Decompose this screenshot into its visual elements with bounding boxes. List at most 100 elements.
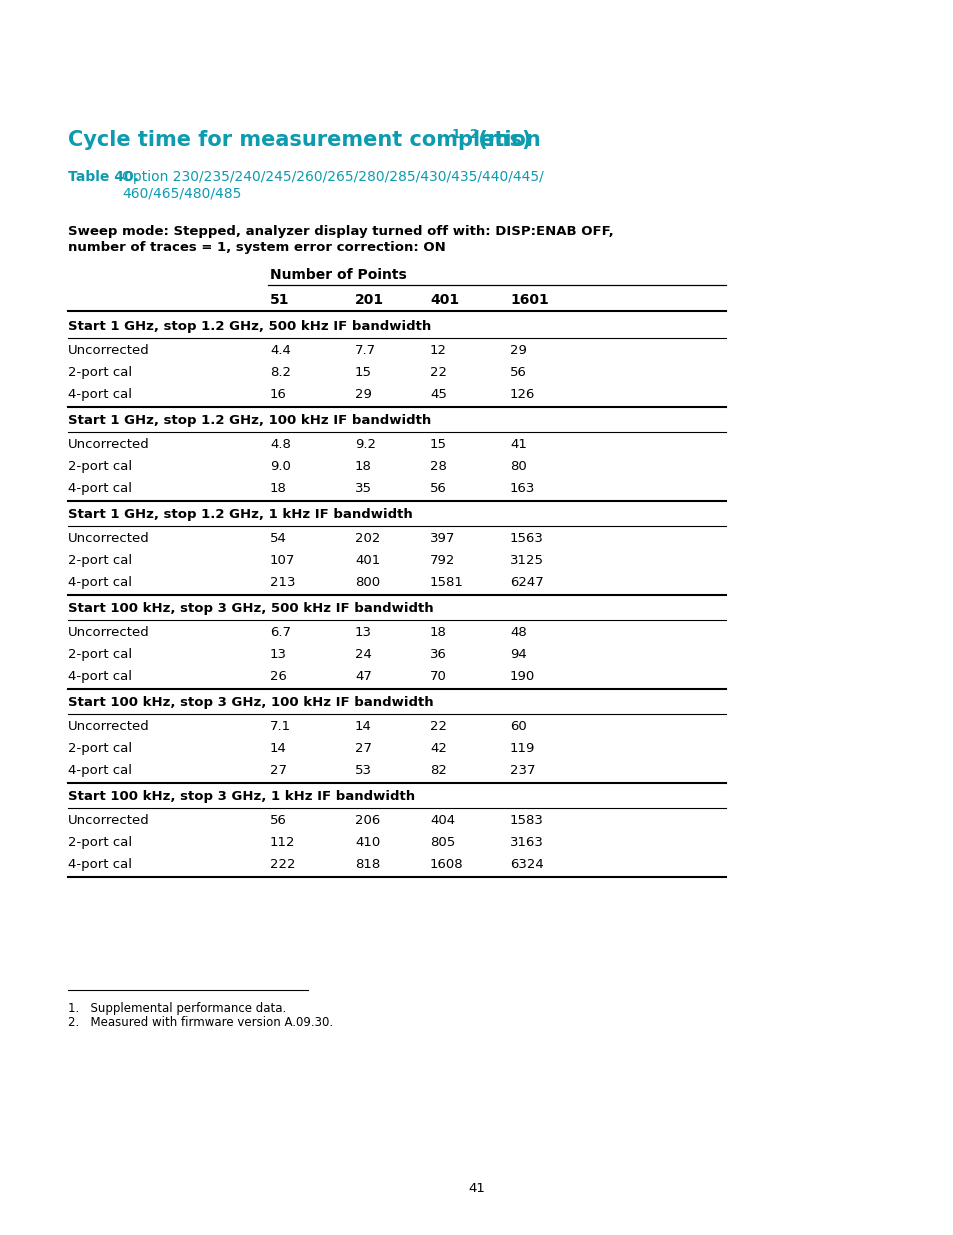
Text: 206: 206 bbox=[355, 814, 380, 827]
Text: 80: 80 bbox=[510, 459, 526, 473]
Text: 1.   Supplemental performance data.: 1. Supplemental performance data. bbox=[68, 1002, 286, 1015]
Text: 818: 818 bbox=[355, 858, 380, 871]
Text: 6324: 6324 bbox=[510, 858, 543, 871]
Text: 53: 53 bbox=[355, 764, 372, 777]
Text: 15: 15 bbox=[430, 438, 447, 451]
Text: 48: 48 bbox=[510, 626, 526, 638]
Text: 4-port cal: 4-port cal bbox=[68, 388, 132, 401]
Text: 4.4: 4.4 bbox=[270, 345, 291, 357]
Text: 18: 18 bbox=[270, 482, 287, 495]
Text: Start 1 GHz, stop 1.2 GHz, 1 kHz IF bandwidth: Start 1 GHz, stop 1.2 GHz, 1 kHz IF band… bbox=[68, 508, 413, 521]
Text: 3125: 3125 bbox=[510, 555, 543, 567]
Text: 35: 35 bbox=[355, 482, 372, 495]
Text: Uncorrected: Uncorrected bbox=[68, 345, 150, 357]
Text: 15: 15 bbox=[355, 366, 372, 379]
Text: 4-port cal: 4-port cal bbox=[68, 858, 132, 871]
Text: number of traces = 1, system error correction: ON: number of traces = 1, system error corre… bbox=[68, 241, 445, 254]
Text: 94: 94 bbox=[510, 648, 526, 661]
Text: 47: 47 bbox=[355, 671, 372, 683]
Text: 1, 2: 1, 2 bbox=[452, 128, 478, 141]
Text: 6.7: 6.7 bbox=[270, 626, 291, 638]
Text: Table 40.: Table 40. bbox=[68, 170, 139, 184]
Text: 42: 42 bbox=[430, 742, 446, 755]
Text: 222: 222 bbox=[270, 858, 295, 871]
Text: 202: 202 bbox=[355, 532, 380, 545]
Text: 82: 82 bbox=[430, 764, 446, 777]
Text: 26: 26 bbox=[270, 671, 287, 683]
Text: Start 100 kHz, stop 3 GHz, 1 kHz IF bandwidth: Start 100 kHz, stop 3 GHz, 1 kHz IF band… bbox=[68, 790, 415, 803]
Text: 4-port cal: 4-port cal bbox=[68, 482, 132, 495]
Text: 1581: 1581 bbox=[430, 576, 463, 589]
Text: 28: 28 bbox=[430, 459, 446, 473]
Text: 22: 22 bbox=[430, 720, 447, 734]
Text: 56: 56 bbox=[510, 366, 526, 379]
Text: 27: 27 bbox=[270, 764, 287, 777]
Text: Uncorrected: Uncorrected bbox=[68, 814, 150, 827]
Text: 2-port cal: 2-port cal bbox=[68, 742, 132, 755]
Text: Option 230/235/240/245/260/265/280/285/430/435/440/445/
460/465/480/485: Option 230/235/240/245/260/265/280/285/4… bbox=[122, 170, 543, 200]
Text: Start 100 kHz, stop 3 GHz, 100 kHz IF bandwidth: Start 100 kHz, stop 3 GHz, 100 kHz IF ba… bbox=[68, 697, 434, 709]
Text: 41: 41 bbox=[468, 1182, 485, 1195]
Text: 4-port cal: 4-port cal bbox=[68, 671, 132, 683]
Text: 51: 51 bbox=[270, 293, 289, 308]
Text: 163: 163 bbox=[510, 482, 535, 495]
Text: 107: 107 bbox=[270, 555, 295, 567]
Text: 119: 119 bbox=[510, 742, 535, 755]
Text: 4.8: 4.8 bbox=[270, 438, 291, 451]
Text: 237: 237 bbox=[510, 764, 535, 777]
Text: 56: 56 bbox=[430, 482, 446, 495]
Text: 397: 397 bbox=[430, 532, 455, 545]
Text: 13: 13 bbox=[355, 626, 372, 638]
Text: Start 1 GHz, stop 1.2 GHz, 500 kHz IF bandwidth: Start 1 GHz, stop 1.2 GHz, 500 kHz IF ba… bbox=[68, 320, 431, 333]
Text: 18: 18 bbox=[355, 459, 372, 473]
Text: 112: 112 bbox=[270, 836, 295, 848]
Text: 56: 56 bbox=[270, 814, 287, 827]
Text: Start 1 GHz, stop 1.2 GHz, 100 kHz IF bandwidth: Start 1 GHz, stop 1.2 GHz, 100 kHz IF ba… bbox=[68, 414, 431, 427]
Text: 410: 410 bbox=[355, 836, 380, 848]
Text: 45: 45 bbox=[430, 388, 446, 401]
Text: 1601: 1601 bbox=[510, 293, 548, 308]
Text: 54: 54 bbox=[270, 532, 287, 545]
Text: 4-port cal: 4-port cal bbox=[68, 764, 132, 777]
Text: 12: 12 bbox=[430, 345, 447, 357]
Text: 1563: 1563 bbox=[510, 532, 543, 545]
Text: 8.2: 8.2 bbox=[270, 366, 291, 379]
Text: 41: 41 bbox=[510, 438, 526, 451]
Text: 18: 18 bbox=[430, 626, 446, 638]
Text: 9.0: 9.0 bbox=[270, 459, 291, 473]
Text: 29: 29 bbox=[510, 345, 526, 357]
Text: 2-port cal: 2-port cal bbox=[68, 366, 132, 379]
Text: 2-port cal: 2-port cal bbox=[68, 555, 132, 567]
Text: 401: 401 bbox=[355, 555, 380, 567]
Text: 1608: 1608 bbox=[430, 858, 463, 871]
Text: 126: 126 bbox=[510, 388, 535, 401]
Text: 4-port cal: 4-port cal bbox=[68, 576, 132, 589]
Text: 13: 13 bbox=[270, 648, 287, 661]
Text: 6247: 6247 bbox=[510, 576, 543, 589]
Text: Uncorrected: Uncorrected bbox=[68, 438, 150, 451]
Text: 7.1: 7.1 bbox=[270, 720, 291, 734]
Text: Uncorrected: Uncorrected bbox=[68, 532, 150, 545]
Text: 201: 201 bbox=[355, 293, 384, 308]
Text: 16: 16 bbox=[270, 388, 287, 401]
Text: Cycle time for measurement completion: Cycle time for measurement completion bbox=[68, 130, 540, 149]
Text: 14: 14 bbox=[355, 720, 372, 734]
Text: 3163: 3163 bbox=[510, 836, 543, 848]
Text: 2-port cal: 2-port cal bbox=[68, 459, 132, 473]
Text: 7.7: 7.7 bbox=[355, 345, 375, 357]
Text: 9.2: 9.2 bbox=[355, 438, 375, 451]
Text: 401: 401 bbox=[430, 293, 458, 308]
Text: 1583: 1583 bbox=[510, 814, 543, 827]
Text: 404: 404 bbox=[430, 814, 455, 827]
Text: 800: 800 bbox=[355, 576, 379, 589]
Text: 60: 60 bbox=[510, 720, 526, 734]
Text: (ms): (ms) bbox=[471, 130, 531, 149]
Text: 2-port cal: 2-port cal bbox=[68, 836, 132, 848]
Text: Number of Points: Number of Points bbox=[270, 268, 406, 282]
Text: 190: 190 bbox=[510, 671, 535, 683]
Text: Uncorrected: Uncorrected bbox=[68, 720, 150, 734]
Text: 2.   Measured with firmware version A.09.30.: 2. Measured with firmware version A.09.3… bbox=[68, 1016, 333, 1029]
Text: 36: 36 bbox=[430, 648, 446, 661]
Text: 213: 213 bbox=[270, 576, 295, 589]
Text: 22: 22 bbox=[430, 366, 447, 379]
